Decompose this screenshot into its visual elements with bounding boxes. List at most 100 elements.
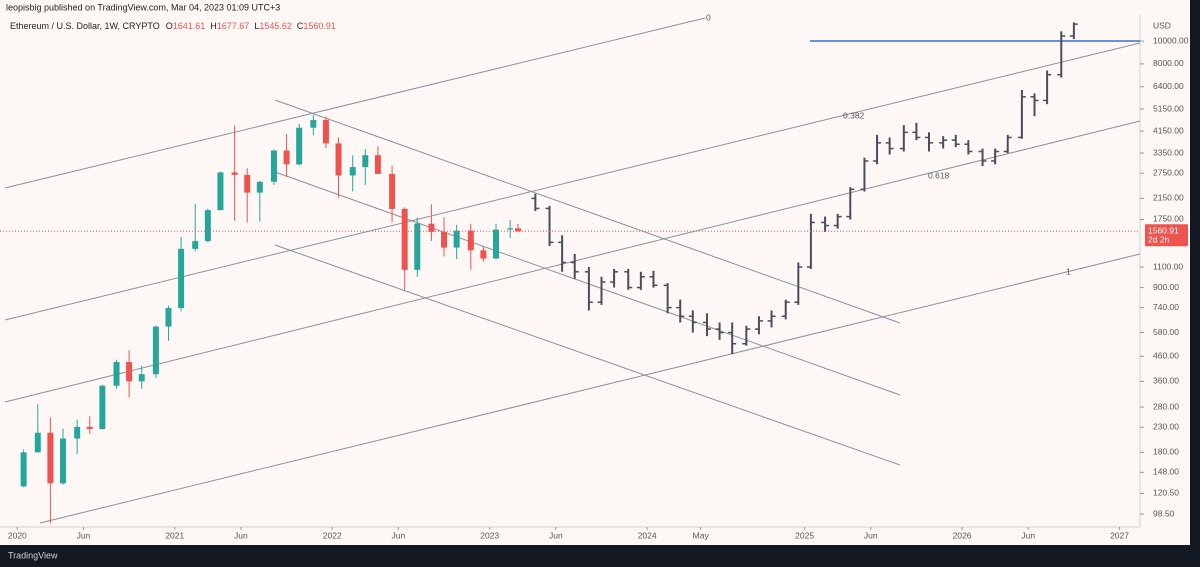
x-tick-label: 2025 — [795, 530, 814, 540]
footer-bar — [0, 545, 1200, 567]
publish-info: leopisbig published on TradingView.com, … — [6, 2, 280, 12]
y-tick-label: 98.50 — [1153, 508, 1175, 518]
fib-label: 0.382 — [843, 110, 865, 120]
y-tick-label: 8000.00 — [1153, 58, 1184, 68]
ohlc-value: 1677.67 — [217, 21, 250, 31]
candle-body — [192, 241, 199, 249]
y-tick-label: 1100.00 — [1153, 261, 1183, 271]
price-tag — [1145, 224, 1188, 247]
countdown: 2d 2h — [1148, 234, 1170, 244]
candle-body — [414, 223, 421, 270]
currency: USD — [1153, 20, 1171, 30]
drawings: 0 0.382 0.618 1 — [4, 12, 1141, 524]
ohlc-key: O — [166, 21, 173, 31]
candle-body — [492, 229, 499, 259]
y-tick-label: 580.00 — [1153, 327, 1179, 337]
candle-body — [126, 362, 133, 382]
candle-body — [374, 155, 381, 174]
x-tick-label: May — [693, 530, 710, 540]
ohlc-value: 1545.62 — [259, 21, 292, 31]
ohlc-key: C — [297, 21, 304, 31]
x-tick-label: 2027 — [1110, 530, 1129, 540]
candle-body — [467, 230, 474, 251]
x-tick-label: 2026 — [953, 530, 972, 540]
candle-body — [113, 362, 120, 386]
x-tick-label: Jun — [1021, 530, 1035, 540]
candle-body — [453, 230, 460, 248]
candle-body — [256, 181, 263, 193]
x-tick-label: 2020 — [8, 530, 27, 540]
x-tick-label: 2023 — [480, 530, 499, 540]
ohlc-key: H — [210, 21, 217, 31]
candle-body — [20, 452, 27, 487]
symbol: Ethereum / U.S. Dollar, 1W, CRYPTO — [10, 21, 160, 31]
logo[interactable]: TradingView — [8, 550, 58, 560]
channel-line — [274, 99, 901, 324]
candle-body — [362, 155, 369, 168]
candle-body — [389, 173, 396, 209]
y-tick-label: 3350.00 — [1153, 147, 1184, 157]
fib-label: 1 — [1066, 266, 1071, 276]
candle-body — [507, 228, 514, 230]
fib-line — [4, 42, 1141, 321]
candle-body — [270, 150, 277, 182]
channel-line — [274, 171, 901, 396]
candle-body — [515, 228, 522, 232]
candle-body — [480, 250, 487, 259]
fib-label: 0 — [706, 12, 711, 22]
candle-body — [335, 143, 342, 176]
candle-body — [99, 385, 106, 430]
x-tick-label: 2024 — [638, 530, 657, 540]
y-tick-label: 460.00 — [1153, 351, 1179, 361]
y-tick-label: 900.00 — [1153, 282, 1179, 292]
candle-body — [204, 210, 211, 242]
candle-body — [74, 426, 81, 439]
x-tick-label: Jun — [234, 530, 248, 540]
y-tick-label: 120.50 — [1153, 488, 1179, 498]
ohlc-value: 1641.61 — [173, 21, 206, 31]
x-tick-label: Jun — [549, 530, 563, 540]
legend: Ethereum / U.S. Dollar, 1W, CRYPTO O1641.… — [10, 21, 336, 31]
y-tick-label: 2750.00 — [1153, 167, 1184, 177]
candle-body — [47, 432, 54, 484]
candle-body — [138, 374, 145, 382]
candle-body — [322, 119, 329, 144]
x-tick-label: Jun — [864, 530, 878, 540]
candle-body — [283, 150, 290, 165]
candle-body — [217, 172, 224, 211]
x-tick-label: 2022 — [323, 530, 342, 540]
y-tick-label: 5150.00 — [1153, 103, 1184, 113]
candle-body — [178, 248, 185, 309]
candle-body — [401, 208, 408, 270]
candle-body — [349, 167, 356, 176]
candle-body — [152, 326, 159, 375]
candle-body — [441, 231, 448, 248]
x-tick-label: 2021 — [165, 530, 184, 540]
fib-label: 0.618 — [928, 170, 950, 180]
x-tick-label: Jun — [392, 530, 406, 540]
fib-line — [4, 120, 1141, 403]
y-tick-label: 1750.00 — [1153, 214, 1184, 224]
y-tick-label: 360.00 — [1153, 376, 1179, 386]
y-tick-label: 2150.00 — [1153, 193, 1184, 203]
candle-body — [59, 438, 66, 484]
channel-line — [274, 244, 901, 466]
candle-body — [296, 127, 303, 165]
candle-body — [165, 308, 172, 327]
ohlc-value: 1560.91 — [303, 21, 336, 31]
fib-line — [39, 253, 1141, 524]
y-tick-label: 740.00 — [1153, 302, 1179, 312]
candle-body — [34, 432, 41, 453]
candle-body — [231, 172, 238, 175]
candle-body — [428, 223, 435, 232]
candle-body — [244, 174, 251, 193]
y-tick-label: 230.00 — [1153, 421, 1179, 431]
x-tick-label: Jun — [77, 530, 91, 540]
y-tick-label: 4150.00 — [1153, 125, 1184, 135]
y-tick-label: 180.00 — [1153, 447, 1179, 457]
fib-line — [4, 17, 706, 189]
candle-body — [86, 426, 93, 430]
right-border — [1190, 0, 1200, 567]
